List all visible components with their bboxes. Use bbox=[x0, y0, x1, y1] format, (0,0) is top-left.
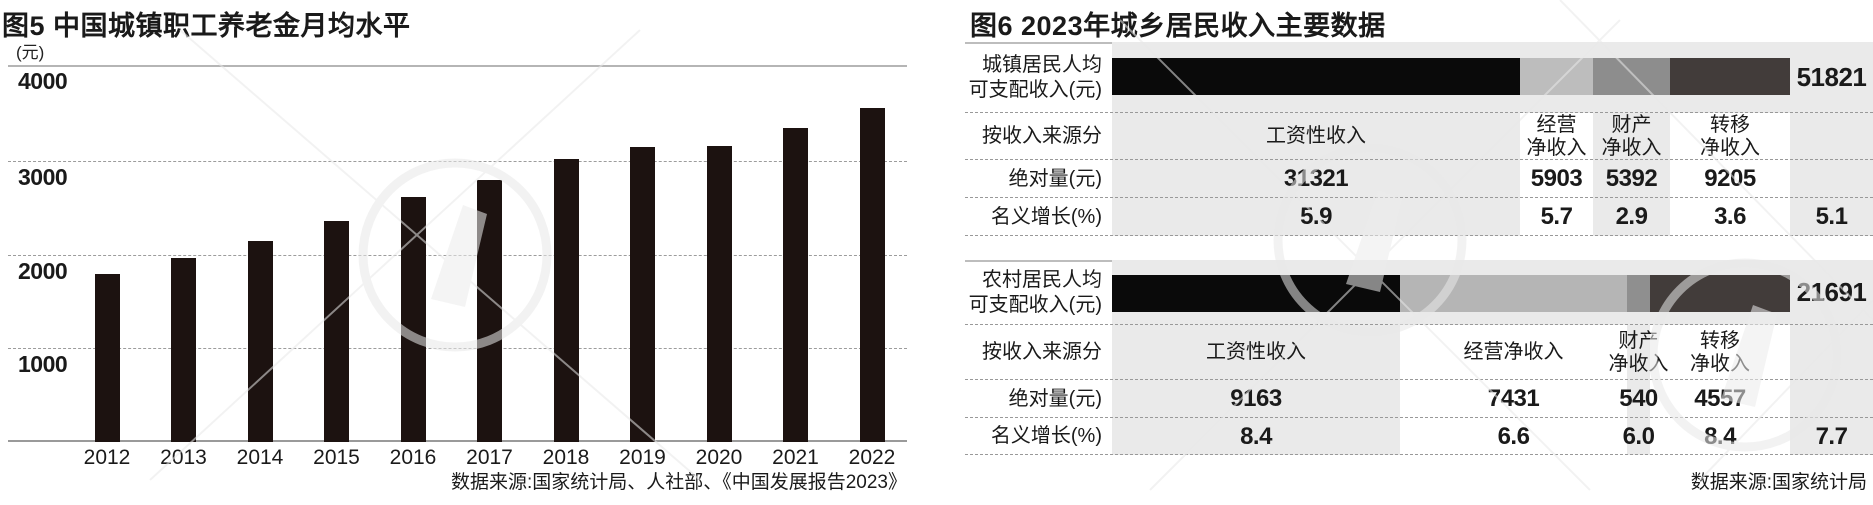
rural-segment-3 bbox=[1627, 275, 1650, 312]
fig5-title: 图5 中国城镇职工养老金月均水平 bbox=[2, 11, 411, 41]
xlabel-2014: 2014 bbox=[236, 446, 284, 469]
ytick-1000: 1000 bbox=[18, 351, 68, 377]
rural-absolute-col2: 7431 bbox=[1487, 385, 1540, 412]
rural-total-growth: 7.7 bbox=[1815, 422, 1848, 450]
rural-growth-col1: 8.4 bbox=[1240, 422, 1272, 450]
xlabel-2013: 2013 bbox=[160, 446, 207, 469]
rural-stacked-bar bbox=[1112, 275, 1790, 312]
rural-segment-4 bbox=[1650, 275, 1790, 312]
urban-segment-3 bbox=[1593, 58, 1670, 95]
gridline-2000 bbox=[8, 255, 907, 256]
fig6-section-urban: 城镇居民人均 可支配收入(元) 51821 按收入来源分 工资性收入 经营 净收入 财产 … bbox=[965, 42, 1873, 236]
rural-absolute-col4: 4557 bbox=[1694, 385, 1746, 412]
bar-2021 bbox=[783, 128, 808, 442]
gridline-3000 bbox=[8, 161, 907, 162]
fig6-panel: 图6 2023年城乡居民收入主要数据 城镇居民人均 可支配收入(元) 51821 按… bbox=[965, 0, 1873, 505]
gridline-1000 bbox=[8, 348, 907, 349]
urban-absolute-col4: 9205 bbox=[1704, 165, 1756, 192]
rural-absolute-col1: 9163 bbox=[1230, 385, 1282, 412]
urban-segment-2 bbox=[1520, 58, 1593, 95]
rural-header-col4: 转移 净收入 bbox=[1690, 329, 1750, 375]
urban-total-value: 51821 bbox=[1796, 62, 1867, 92]
fig5-plot bbox=[8, 65, 907, 442]
ytick-4000: 4000 bbox=[18, 68, 68, 94]
bar-2016 bbox=[400, 197, 426, 442]
bar-2014 bbox=[247, 241, 273, 442]
ytick-2000: 2000 bbox=[18, 258, 68, 284]
urban-segment-1 bbox=[1112, 58, 1520, 95]
rural-header-col2: 经营净收入 bbox=[1463, 341, 1564, 363]
rural-header-row-label: 按收入来源分 bbox=[982, 341, 1102, 363]
xlabel-2021: 2021 bbox=[772, 446, 819, 469]
urban-growth-col1: 5.9 bbox=[1300, 203, 1332, 230]
rural-growth-col4: 8.4 bbox=[1704, 422, 1736, 450]
rural-absolute-row-label: 绝对量(元) bbox=[1008, 387, 1102, 410]
xlabel-2022: 2022 bbox=[848, 446, 896, 469]
bar-2018 bbox=[553, 159, 579, 442]
rural-segment-2 bbox=[1400, 275, 1627, 312]
urban-header-col4: 转移 净收入 bbox=[1700, 113, 1760, 159]
rural-band-col3 bbox=[1627, 325, 1650, 455]
urban-growth-col4: 3.6 bbox=[1714, 203, 1746, 230]
urban-header-row-label: 按收入来源分 bbox=[982, 125, 1102, 147]
urban-row-label: 城镇居民人均 可支配收入(元) bbox=[968, 53, 1102, 101]
rural-total-value: 21691 bbox=[1796, 277, 1867, 307]
bar-2013 bbox=[171, 258, 196, 442]
bar-2022 bbox=[859, 108, 885, 442]
urban-growth-row-label: 名义增长(%) bbox=[990, 205, 1102, 228]
urban-segment-4 bbox=[1670, 58, 1790, 95]
fig6-source: 数据来源:国家统计局 bbox=[1690, 472, 1867, 493]
fig5-unit-label: (元) bbox=[16, 43, 45, 62]
gridline-4000 bbox=[8, 65, 907, 67]
rural-row-label: 农村居民人均 可支配收入(元) bbox=[968, 268, 1102, 316]
fig5-source: 数据来源:国家统计局、人社部、《中国发展报告2023》 bbox=[450, 472, 907, 493]
rural-header-col1: 工资性收入 bbox=[1206, 341, 1306, 363]
rural-growth-col2: 6.6 bbox=[1497, 422, 1530, 450]
urban-stacked-bar bbox=[1112, 58, 1790, 95]
bar-2019 bbox=[630, 147, 655, 442]
urban-header-col1: 工资性收入 bbox=[1266, 125, 1366, 147]
xlabel-2012: 2012 bbox=[83, 446, 131, 469]
rural-segment-1 bbox=[1112, 275, 1400, 312]
x-axis-baseline bbox=[8, 440, 907, 442]
fig6-section-rural: 农村居民人均 可支配收入(元) 21691 按收入来源分 工资性收入 经营净收入 财产 净… bbox=[965, 260, 1873, 455]
rural-growth-row-label: 名义增长(%) bbox=[990, 425, 1102, 447]
urban-absolute-col1: 31321 bbox=[1283, 165, 1349, 192]
bar-2015 bbox=[324, 221, 349, 442]
bar-2012 bbox=[94, 274, 120, 442]
bar-2017 bbox=[477, 180, 502, 442]
bar-2020 bbox=[706, 146, 732, 442]
urban-total-growth: 5.1 bbox=[1815, 203, 1848, 230]
xlabel-2020: 2020 bbox=[695, 446, 743, 469]
ytick-3000: 3000 bbox=[18, 164, 68, 190]
urban-absolute-row-label: 绝对量(元) bbox=[1008, 167, 1102, 190]
fig6-title: 图6 2023年城乡居民收入主要数据 bbox=[970, 11, 1386, 41]
